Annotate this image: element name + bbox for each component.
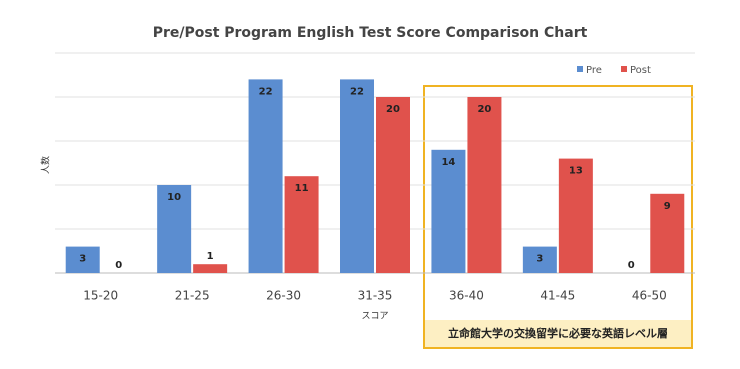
x-tick-label: 46-50 — [632, 289, 667, 303]
bar — [193, 264, 228, 273]
value-label: 22 — [350, 86, 364, 97]
value-label: 20 — [386, 104, 400, 115]
bar — [522, 246, 557, 273]
value-label: 22 — [259, 86, 273, 97]
bar — [650, 193, 685, 273]
value-label: 14 — [441, 157, 455, 168]
x-axis-label: スコア — [361, 312, 388, 322]
value-label: 3 — [536, 254, 543, 265]
x-tick-label: 41-45 — [540, 289, 575, 303]
value-label: 20 — [477, 104, 491, 115]
bar — [65, 246, 100, 273]
bar — [157, 185, 192, 273]
value-label: 9 — [664, 201, 671, 212]
bar — [340, 79, 374, 274]
legend-label: Pre — [586, 65, 602, 76]
value-label: 0 — [628, 260, 635, 271]
annotation-box — [425, 320, 691, 347]
value-label: 13 — [569, 166, 583, 177]
x-tick-label: 15-20 — [83, 289, 118, 303]
value-label: 1 — [207, 251, 214, 262]
x-tick-label: 31-35 — [358, 289, 393, 303]
highlight-box — [423, 85, 693, 349]
bar — [376, 97, 410, 273]
annotation: 立命館大学の交換留学に必要な英語レベル層 — [448, 326, 668, 340]
value-label: 10 — [167, 192, 181, 203]
value-label: 3 — [79, 254, 86, 265]
legend-label: Post — [630, 65, 651, 76]
bar — [431, 149, 466, 273]
x-tick-label: 36-40 — [449, 289, 484, 303]
bar — [248, 79, 283, 274]
x-tick-label: 21-25 — [175, 289, 210, 303]
value-label: 0 — [115, 260, 122, 271]
value-label: 11 — [295, 183, 309, 194]
bar — [558, 158, 593, 273]
chart-title: Pre/Post Program English Test Score Comp… — [153, 25, 588, 41]
x-tick-label: 26-30 — [266, 289, 301, 303]
legend-swatch — [577, 66, 583, 72]
legend-swatch — [621, 66, 627, 72]
bar — [284, 176, 319, 273]
bar — [467, 97, 502, 273]
y-axis-label: 人数 — [40, 156, 52, 174]
